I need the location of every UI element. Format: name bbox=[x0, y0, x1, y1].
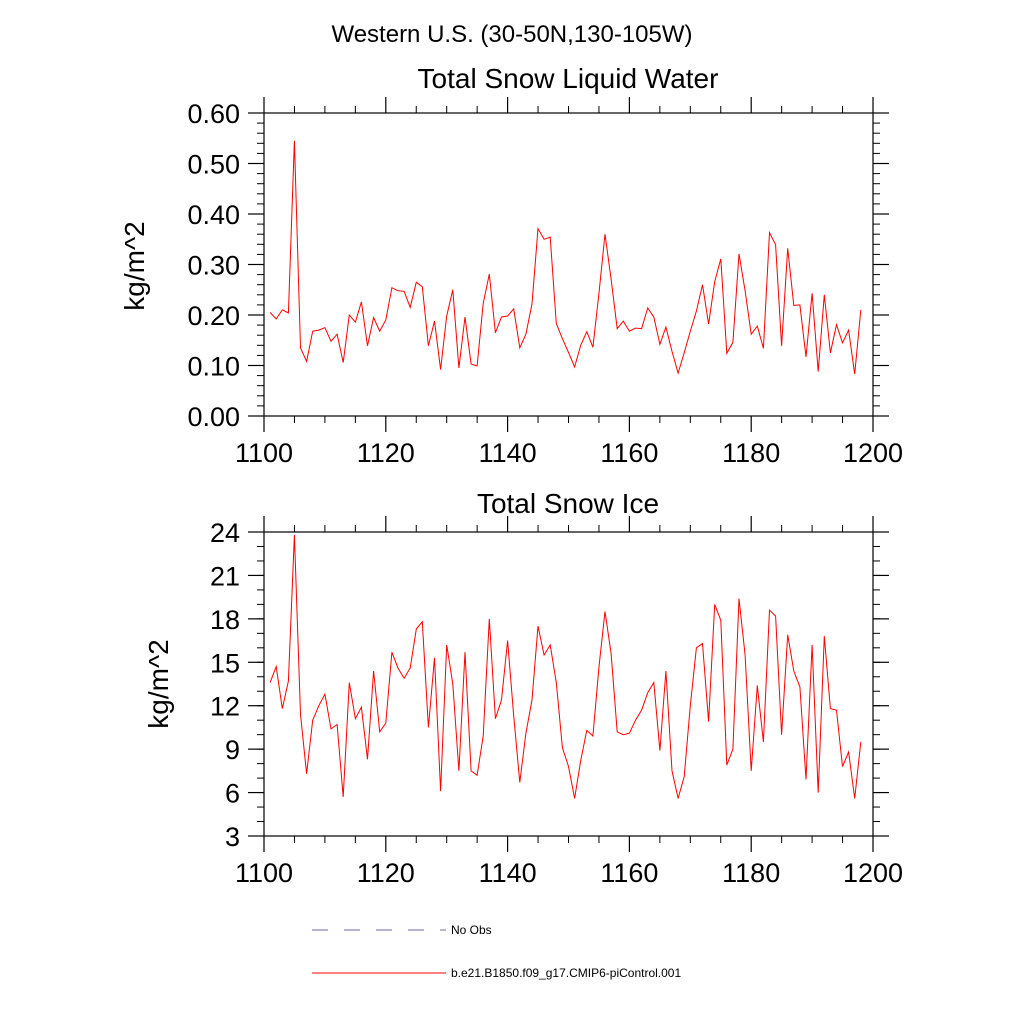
y-tick-label: 6 bbox=[225, 779, 240, 809]
x-tick-label: 1120 bbox=[357, 858, 415, 888]
figure-title: Western U.S. (30-50N,130-105W) bbox=[331, 21, 692, 48]
plot-frame bbox=[263, 531, 874, 837]
plot-title: Total Snow Liquid Water bbox=[418, 63, 719, 94]
series-line bbox=[269, 534, 862, 799]
series-marks bbox=[269, 140, 862, 375]
x-tick-label: 1140 bbox=[479, 438, 537, 468]
y-tick-label: 0.50 bbox=[187, 150, 240, 180]
y-tick-label: 24 bbox=[210, 518, 240, 548]
axis-tick-labels: 1100 1120 1140 1160 1180 1200 3 6 9 12 15 18 21 24 bbox=[210, 518, 903, 888]
y-tick-label: 18 bbox=[210, 605, 240, 635]
y-tick-label: 3 bbox=[225, 822, 240, 852]
x-tick-label: 1160 bbox=[600, 438, 658, 468]
plot-frame bbox=[263, 112, 874, 417]
y-tick-label: 9 bbox=[225, 735, 240, 765]
y-tick-label: 15 bbox=[210, 648, 240, 678]
y-tick-label: 0.30 bbox=[187, 251, 240, 281]
y-axis-label: kg/m^2 bbox=[119, 221, 150, 310]
y-tick-label: 0.60 bbox=[187, 99, 240, 129]
x-tick-label: 1120 bbox=[357, 438, 415, 468]
x-tick-label: 1100 bbox=[235, 858, 293, 888]
series-marks bbox=[269, 534, 862, 799]
y-tick-label: 0.10 bbox=[187, 352, 240, 382]
plot-title: Total Snow Ice bbox=[477, 488, 659, 519]
y-tick-label: 0.40 bbox=[187, 200, 240, 230]
x-tick-label: 1200 bbox=[843, 438, 903, 468]
series-line bbox=[269, 140, 862, 375]
x-tick-label: 1100 bbox=[235, 438, 293, 468]
x-tick-label: 1200 bbox=[843, 858, 903, 888]
legend-label-model: b.e21.B1850.f09_g17.CMIP6-piControl.001 bbox=[451, 966, 681, 980]
x-tick-label: 1140 bbox=[479, 858, 537, 888]
legend: No Obs b.e21.B1850.f09_g17.CMIP6-piContr… bbox=[312, 923, 681, 980]
axis-ticks bbox=[248, 97, 889, 432]
y-tick-label: 12 bbox=[210, 692, 240, 722]
axis-tick-labels: 1100 1120 1140 1160 1180 1200 0.00 0.10 0.20 0.30… bbox=[187, 99, 903, 468]
x-tick-label: 1180 bbox=[722, 858, 780, 888]
y-tick-label: 21 bbox=[210, 561, 240, 591]
x-tick-label: 1160 bbox=[600, 858, 658, 888]
y-axis-label: kg/m^2 bbox=[143, 639, 174, 728]
y-tick-label: 0.20 bbox=[187, 301, 240, 331]
axis-ticks bbox=[248, 516, 889, 852]
x-tick-label: 1180 bbox=[722, 438, 780, 468]
y-tick-label: 0.00 bbox=[187, 402, 240, 432]
plot-snow-liquid-water: Total Snow Liquid Water kg/m^2 1100 1120 1… bbox=[119, 63, 903, 468]
legend-label-no-obs: No Obs bbox=[451, 923, 492, 937]
plot-snow-ice: Total Snow Ice kg/m^2 1100 1120 1140 1160 11… bbox=[143, 488, 903, 888]
